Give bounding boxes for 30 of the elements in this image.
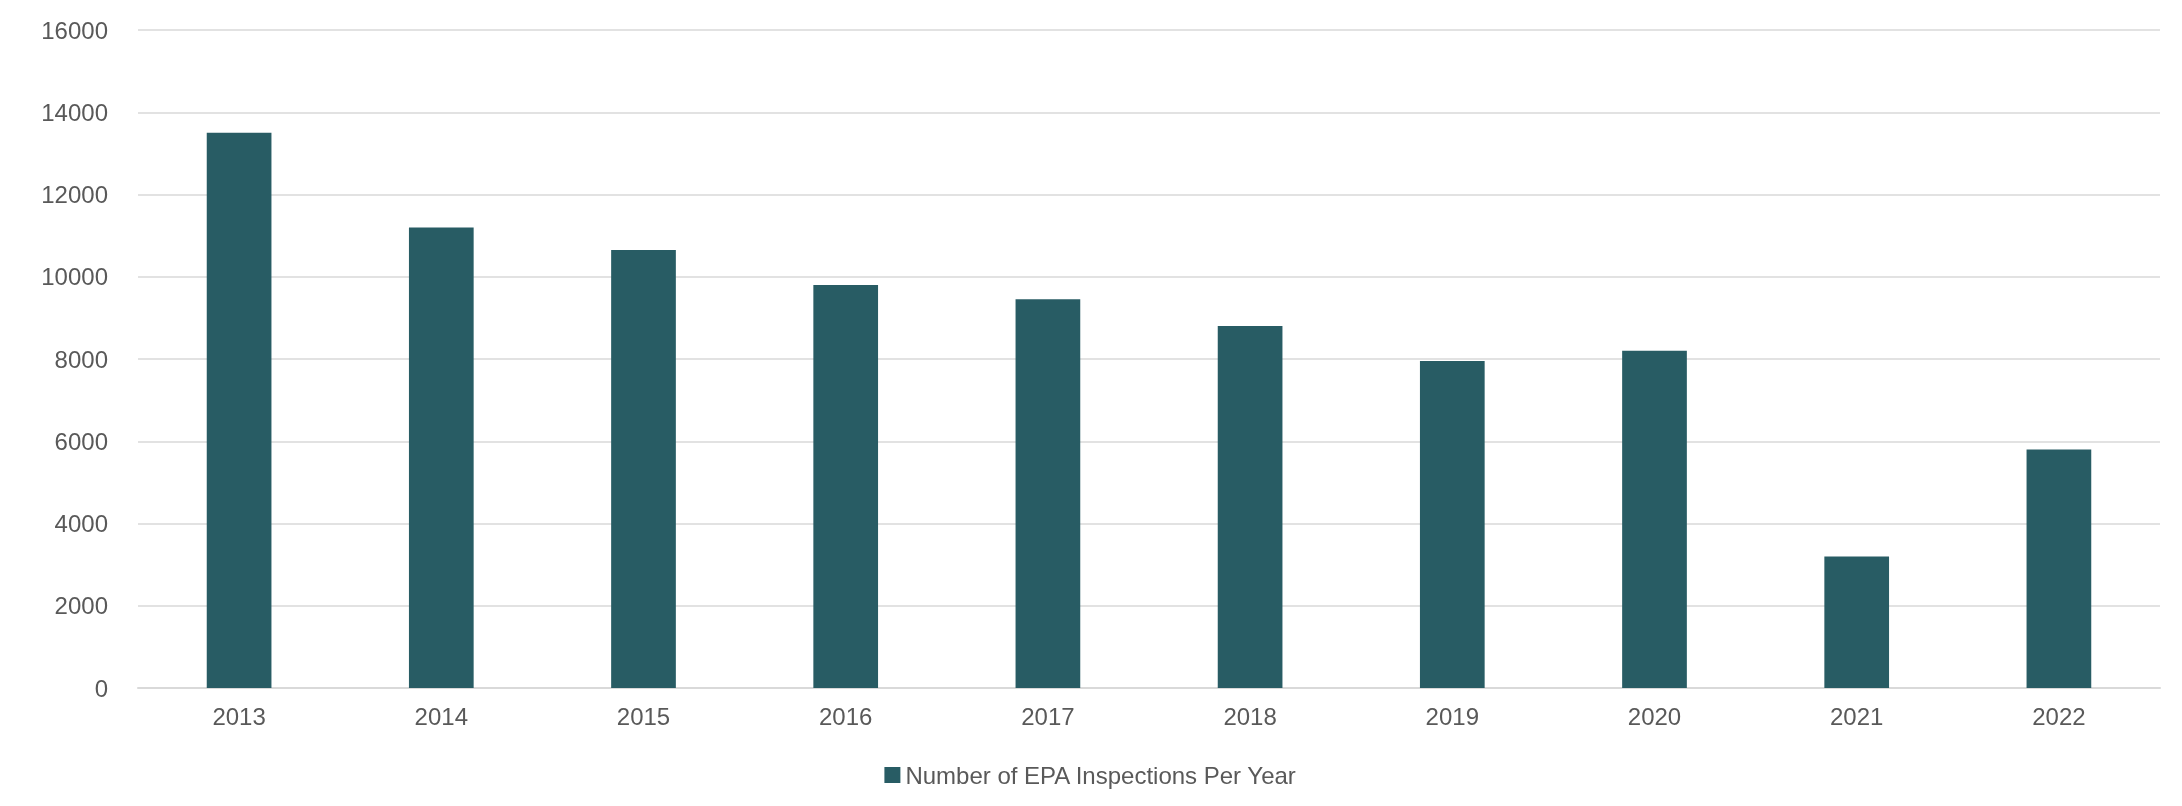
bar <box>813 284 879 688</box>
bar <box>1622 350 1687 688</box>
x-tick-label: 2022 <box>2032 702 2086 730</box>
bar <box>611 250 676 688</box>
x-tick-label: 2020 <box>1627 702 1682 730</box>
y-tick-label: 0 <box>94 674 108 702</box>
bar <box>1217 326 1283 688</box>
legend-label: Number of EPA Inspections Per Year <box>905 761 1296 789</box>
x-tick-label: 2014 <box>414 702 468 730</box>
x-tick-label: 2015 <box>616 702 671 730</box>
y-tick-label: 16000 <box>41 16 108 44</box>
x-tick-label: 2018 <box>1223 702 1277 730</box>
x-tick-label: 2019 <box>1425 702 1479 730</box>
y-tick-label: 4000 <box>54 510 108 537</box>
bar <box>1015 299 1081 688</box>
y-tick-label: 14000 <box>41 98 108 126</box>
y-tick-label: 10000 <box>41 263 108 291</box>
bar <box>408 227 474 688</box>
x-tick-label: 2017 <box>1021 702 1075 730</box>
bar <box>1419 361 1485 688</box>
y-tick-label: 6000 <box>54 427 108 455</box>
x-tick-label: 2013 <box>212 702 266 730</box>
x-tick-label: 2016 <box>819 702 873 730</box>
bar <box>2026 449 2092 688</box>
y-tick-label: 8000 <box>54 345 108 373</box>
bar <box>1824 556 1890 688</box>
y-tick-label: 12000 <box>41 181 108 208</box>
x-tick-label: 2021 <box>1830 702 1884 730</box>
y-tick-label: 2000 <box>54 592 108 620</box>
bar <box>206 132 272 688</box>
